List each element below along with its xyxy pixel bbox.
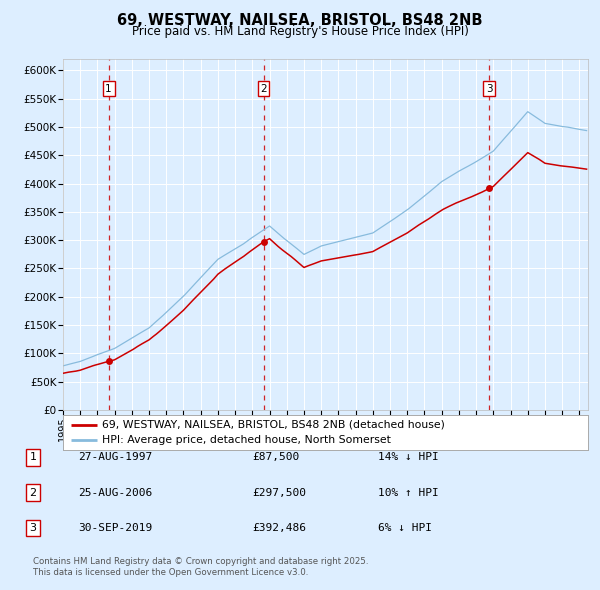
Text: 69, WESTWAY, NAILSEA, BRISTOL, BS48 2NB (detached house): 69, WESTWAY, NAILSEA, BRISTOL, BS48 2NB … [103, 419, 445, 430]
Text: 1: 1 [29, 453, 37, 462]
Text: 3: 3 [29, 523, 37, 533]
Text: Contains HM Land Registry data © Crown copyright and database right 2025.: Contains HM Land Registry data © Crown c… [33, 558, 368, 566]
Text: 14% ↓ HPI: 14% ↓ HPI [378, 453, 439, 462]
Text: £297,500: £297,500 [252, 488, 306, 497]
Text: 1: 1 [106, 84, 112, 94]
Text: This data is licensed under the Open Government Licence v3.0.: This data is licensed under the Open Gov… [33, 568, 308, 577]
Text: 6% ↓ HPI: 6% ↓ HPI [378, 523, 432, 533]
Text: 2: 2 [260, 84, 267, 94]
Text: 27-AUG-1997: 27-AUG-1997 [78, 453, 152, 462]
Text: £392,486: £392,486 [252, 523, 306, 533]
Text: 10% ↑ HPI: 10% ↑ HPI [378, 488, 439, 497]
Text: HPI: Average price, detached house, North Somerset: HPI: Average price, detached house, Nort… [103, 435, 391, 445]
Text: 30-SEP-2019: 30-SEP-2019 [78, 523, 152, 533]
Text: 2: 2 [29, 488, 37, 497]
Text: Price paid vs. HM Land Registry's House Price Index (HPI): Price paid vs. HM Land Registry's House … [131, 25, 469, 38]
Text: £87,500: £87,500 [252, 453, 299, 462]
Text: 25-AUG-2006: 25-AUG-2006 [78, 488, 152, 497]
Text: 3: 3 [486, 84, 493, 94]
Text: 69, WESTWAY, NAILSEA, BRISTOL, BS48 2NB: 69, WESTWAY, NAILSEA, BRISTOL, BS48 2NB [117, 13, 483, 28]
